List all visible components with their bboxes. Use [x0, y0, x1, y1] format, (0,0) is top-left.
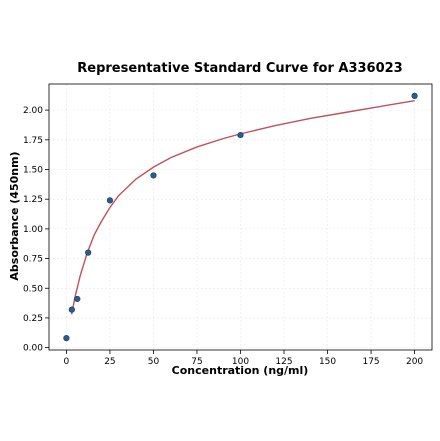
- y-tick-label: 2.00: [23, 106, 43, 116]
- y-tick-label: 1.50: [23, 166, 43, 176]
- y-tick-label: 0.00: [23, 344, 43, 354]
- data-point: [106, 197, 114, 204]
- y-tick-label: 1.25: [23, 195, 43, 205]
- grid-layer: [49, 84, 432, 350]
- x-tick-label: 150: [319, 357, 336, 367]
- data-point: [150, 172, 157, 179]
- x-tick-label: 0: [64, 357, 70, 367]
- data-point: [85, 249, 92, 256]
- y-tick-label: 1.75: [23, 136, 43, 146]
- y-tick-label: 1.00: [23, 225, 43, 235]
- x-tick-label: 200: [406, 357, 423, 367]
- fit-curve-layer: [70, 99, 415, 315]
- x-tick-label: 50: [148, 357, 160, 367]
- chart-title: Representative Standard Curve for A33602…: [77, 61, 402, 76]
- x-tick-label: 125: [275, 357, 292, 367]
- fit-curve: [70, 99, 415, 315]
- data-points-layer: [63, 92, 418, 342]
- data-point: [68, 306, 75, 313]
- x-tick-label: 75: [191, 357, 202, 367]
- data-point: [237, 131, 244, 139]
- y-tick-label: 0.50: [23, 284, 43, 294]
- x-tick-label: 175: [362, 357, 379, 367]
- axes-layer: 0 25 50 75 100 125 150 175 200 0.00 0.25 0.50 0.75 1.…: [23, 83, 433, 367]
- data-point: [63, 335, 70, 342]
- data-point: [411, 92, 418, 99]
- y-tick-label: 0.75: [23, 255, 43, 265]
- x-axis-label: Concentration (ng/ml): [172, 364, 309, 377]
- data-point: [74, 295, 81, 303]
- x-tick-label: 25: [104, 357, 115, 367]
- y-tick-label: 0.25: [23, 314, 43, 324]
- y-axis-label: Absorbance (450nm): [8, 151, 21, 280]
- x-tick-label: 100: [232, 357, 249, 367]
